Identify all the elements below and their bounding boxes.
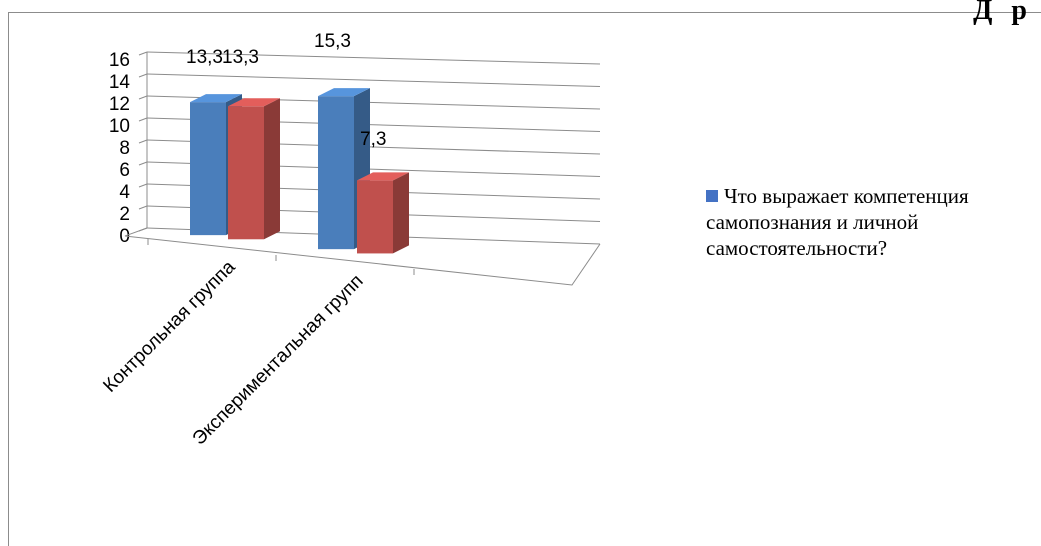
gridline — [146, 51, 601, 65]
bar-top — [357, 172, 409, 181]
bar-front — [228, 106, 264, 240]
legend-label: Что выражает компетенция самопознания и … — [706, 184, 969, 260]
x-category-label: Контрольная группа — [99, 256, 239, 396]
data-label: 13,3 — [186, 47, 223, 68]
gridline — [146, 73, 601, 87]
y-tick-mark — [138, 95, 148, 100]
legend-swatch — [706, 190, 718, 202]
floor-outline — [124, 227, 601, 286]
bar-top — [228, 98, 280, 107]
y-tick-label: 12 — [109, 94, 130, 115]
bar-top — [190, 94, 242, 103]
x-category-label: Экспериментальная групп — [189, 271, 368, 450]
bar-front — [190, 102, 226, 236]
data-label: 13,3 — [222, 47, 259, 68]
y-tick-label: 0 — [119, 226, 130, 247]
y-tick-label: 14 — [109, 72, 131, 93]
y-tick-mark — [138, 161, 148, 166]
data-label: 7,3 — [360, 129, 386, 150]
y-tick-label: 6 — [119, 160, 130, 181]
y-tick-label: 8 — [119, 138, 130, 159]
bar-top — [318, 88, 370, 97]
y-tick-label: 4 — [119, 182, 130, 203]
y-tick-label: 2 — [119, 204, 130, 225]
data-label: 15,3 — [314, 31, 351, 52]
chart-frame: Д р — [8, 0, 1041, 546]
y-tick-mark — [138, 183, 148, 188]
y-tick-mark — [138, 117, 148, 122]
y-tick-label: 10 — [109, 116, 130, 137]
y-tick-mark — [138, 205, 148, 210]
bar-side — [393, 172, 409, 254]
clipped-heading-text: Д р — [973, 0, 1033, 26]
bar-side — [264, 98, 280, 240]
y-tick-mark — [138, 73, 148, 78]
legend: Что выражает компетенция самопознания и … — [706, 183, 1036, 261]
y-tick-mark — [138, 51, 148, 56]
y-tick-mark — [138, 139, 148, 144]
bar-front — [357, 180, 393, 254]
y-tick-label: 16 — [109, 50, 130, 71]
bar-front — [318, 96, 354, 250]
